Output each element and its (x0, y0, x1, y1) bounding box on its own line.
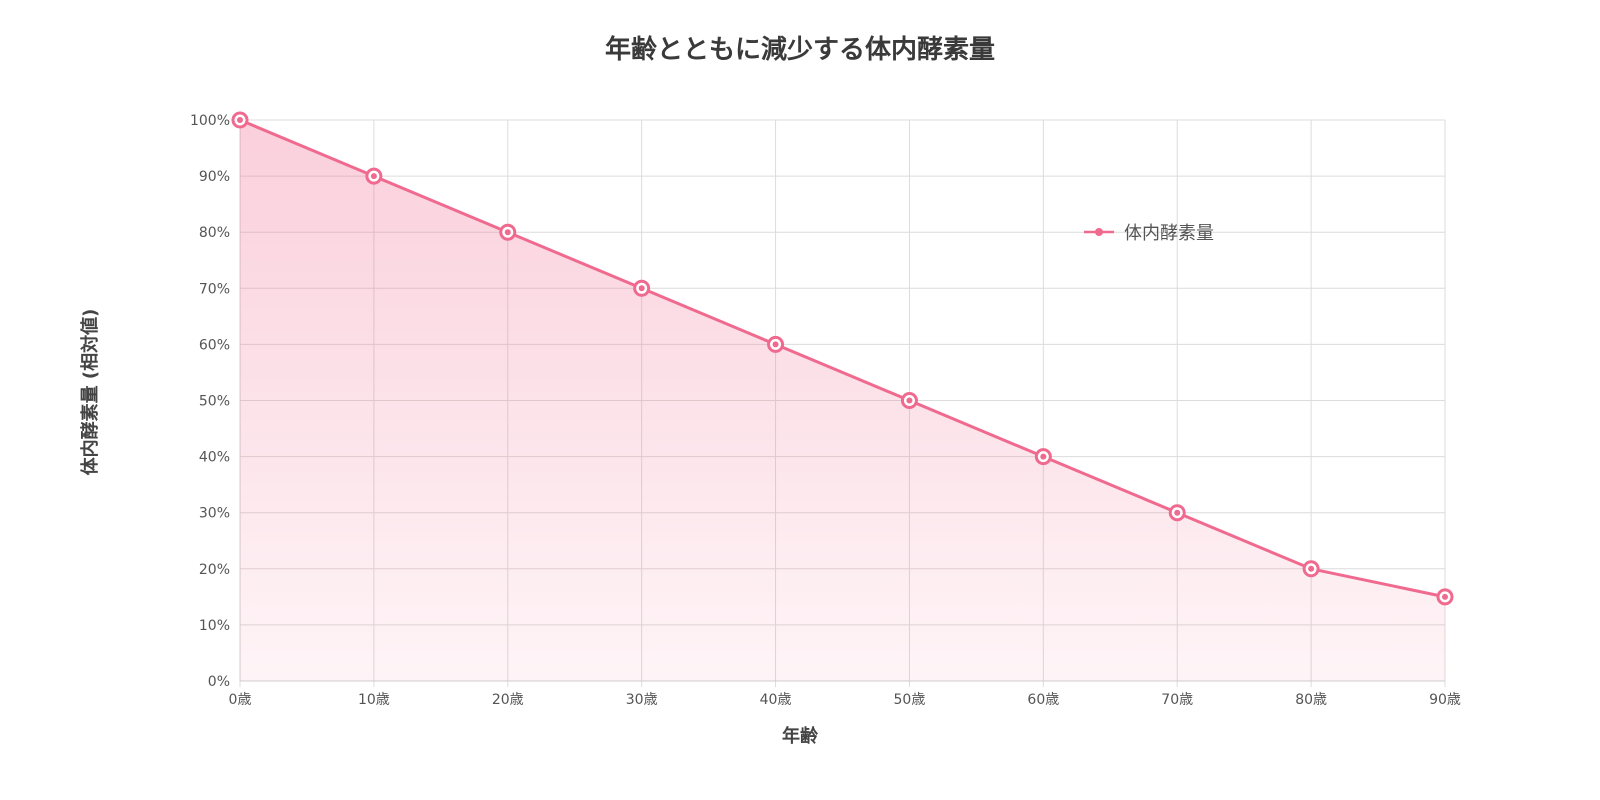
chart-title: 年齢とともに減少する体内酵素量 (605, 34, 995, 65)
data-point-center (1040, 453, 1047, 460)
y-tick-label: 90% (199, 169, 230, 185)
x-tick-label: 20歳 (492, 692, 524, 708)
y-tick-label: 80% (199, 225, 230, 241)
series-area (240, 120, 1445, 681)
x-tick-label: 80歳 (1295, 692, 1327, 708)
y-tick-label: 40% (199, 450, 230, 466)
data-points (231, 111, 1454, 606)
area-fill-layer (240, 120, 1445, 681)
legend[interactable]: 体内酵素量 (1084, 223, 1214, 244)
x-tick-label: 10歳 (358, 692, 390, 708)
y-tick-label: 0% (208, 674, 230, 690)
data-point-center (1308, 565, 1315, 572)
x-tick-labels: 0歳 10歳 20歳 30歳 40歳 50歳 60歳 70歳 80歳 90歳 (229, 692, 1461, 708)
x-tick-label: 0歳 (229, 692, 252, 708)
x-tick-label: 90歳 (1429, 692, 1461, 708)
data-point-center (370, 173, 377, 180)
x-tick-label: 30歳 (626, 692, 658, 708)
data-point-center (638, 285, 645, 292)
y-tick-label: 30% (199, 506, 230, 522)
data-point-center (237, 117, 243, 123)
series-line (239, 118, 1446, 599)
data-point-center (906, 397, 913, 404)
data-point-center (1174, 509, 1181, 516)
x-tick-label: 50歳 (894, 692, 926, 708)
data-point-center (1442, 593, 1448, 600)
legend-label: 体内酵素量 (1124, 223, 1214, 244)
x-tick-label: 70歳 (1161, 692, 1193, 708)
x-axis-title: 年齢 (782, 725, 819, 747)
y-tick-label: 50% (199, 394, 230, 410)
x-tick-label: 60歳 (1027, 692, 1059, 708)
y-tick-label: 100% (190, 113, 230, 129)
y-axis-title: 体内酵素量 (相対値) (79, 309, 101, 476)
y-tick-label: 20% (199, 562, 230, 578)
y-tick-label: 10% (199, 618, 230, 634)
data-point-center (772, 341, 779, 348)
series-line-layer (239, 118, 1446, 599)
y-tick-labels: 0% 10% 20% 30% 40% 50% 60% 70% 80% 90% 100% (190, 113, 230, 690)
legend-point-marker (1095, 228, 1103, 236)
x-tick-label: 40歳 (760, 692, 792, 708)
y-tick-label: 70% (199, 281, 230, 297)
data-point-center (504, 229, 511, 236)
y-tick-label: 60% (199, 337, 230, 353)
